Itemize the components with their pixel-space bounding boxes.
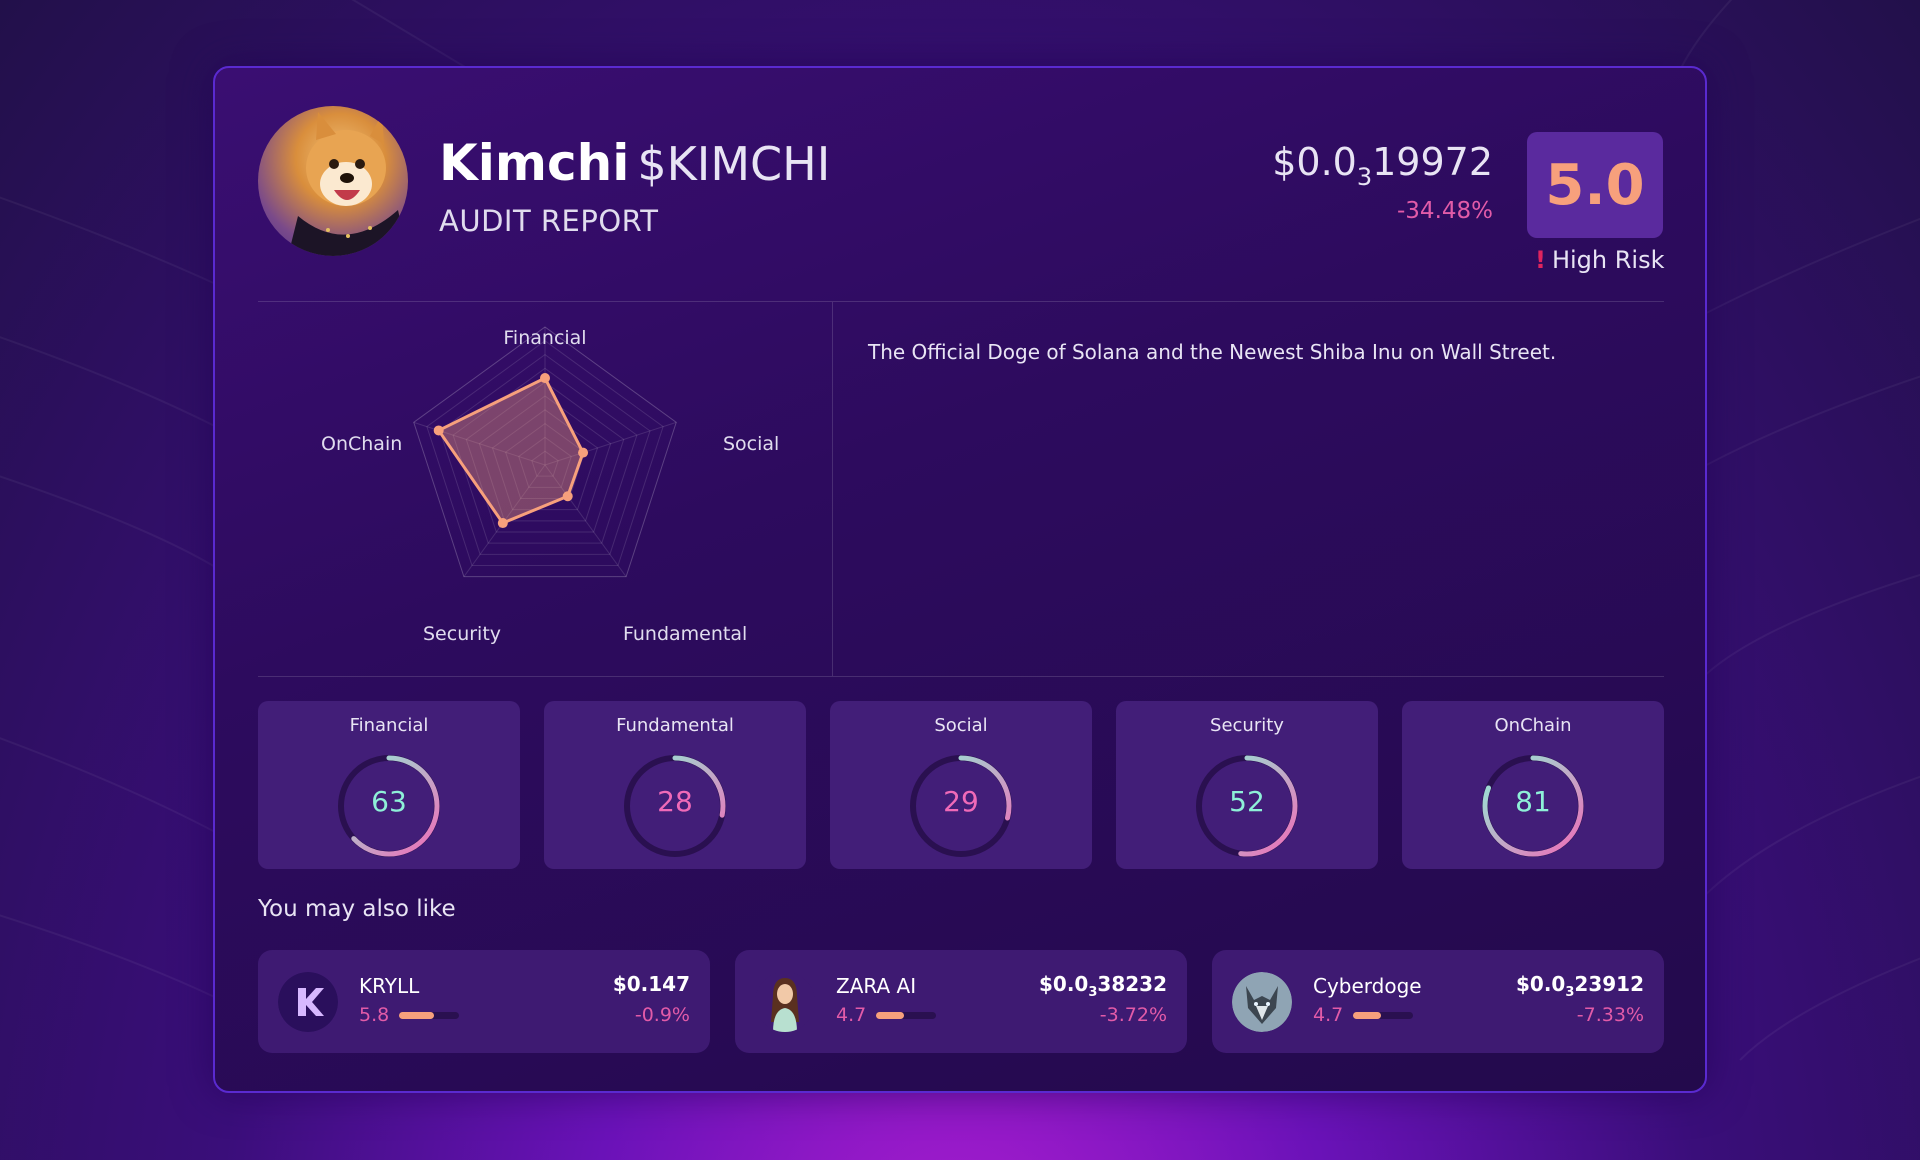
radar-point-onchain — [433, 425, 444, 436]
ring-progress — [1196, 755, 1298, 857]
score-card-onchain: OnChain 81 — [1402, 701, 1664, 869]
also-like-title: You may also like — [258, 896, 456, 922]
overall-score: 5.0 — [1527, 132, 1663, 238]
warning-icon: ! — [1535, 246, 1546, 274]
radar-ring — [452, 367, 638, 544]
radar-ring — [413, 326, 677, 578]
ring-progress — [338, 755, 440, 857]
rating-bar-fill — [876, 1012, 905, 1019]
audit-report-card: Kimchi $KIMCHI AUDIT REPORT $0.0319972 -3… — [213, 66, 1707, 1093]
token-avatar — [258, 106, 408, 256]
risk-text: High Risk — [1551, 246, 1665, 274]
radar-label-fundamental: Fundamental — [623, 623, 747, 645]
radar-chart: Financial Social Fundamental Security OnChai… — [321, 326, 779, 645]
report-subtitle: AUDIT REPORT — [439, 204, 659, 238]
score-card-fundamental: Fundamental 28 — [544, 701, 806, 869]
token-change: -3.72% — [1099, 1004, 1167, 1026]
token-card-cyberdoge[interactable]: Cyberdoge 4.7 $0.0323912 -7.33% — [1212, 950, 1664, 1053]
token-price: $0.0323912 — [1516, 972, 1644, 1000]
score-card-social: Social 29 — [830, 701, 1092, 869]
radar-point-security — [497, 518, 508, 529]
token-rating: 4.7 — [1313, 1004, 1344, 1026]
wolf-avatar-icon — [1232, 972, 1292, 1032]
shiba-dog-icon — [288, 112, 408, 256]
radar-ring — [531, 450, 559, 477]
score-ring — [338, 755, 440, 857]
score-ring — [1482, 755, 1584, 857]
score-label: OnChain — [1494, 715, 1572, 736]
price-change: -34.48% — [1397, 198, 1493, 224]
ring-progress — [624, 755, 726, 857]
token-change: -0.9% — [634, 1004, 690, 1026]
radar-label-social: Social — [723, 433, 779, 455]
score-label: Fundamental — [616, 715, 734, 736]
token-title: Kimchi $KIMCHI — [439, 134, 830, 192]
score-card-security: Security 52 — [1116, 701, 1378, 869]
radar-ring — [505, 422, 585, 499]
radar-ring — [426, 340, 664, 566]
radar-label-financial: Financial — [503, 327, 586, 349]
token-card-kryll[interactable]: KRYLL 5.8 $0.147 -0.9% — [258, 950, 710, 1053]
score-ring — [624, 755, 726, 857]
radar-area — [437, 376, 585, 525]
radar-ring — [518, 436, 572, 488]
kryll-logo-icon — [278, 972, 338, 1032]
score-ring — [1196, 755, 1298, 857]
score-ring — [910, 755, 1012, 857]
score-value: 63 — [371, 785, 407, 818]
token-price: $0.147 — [612, 972, 690, 996]
rating-bar — [399, 1012, 459, 1019]
score-label: Financial — [349, 715, 429, 736]
ring-progress — [910, 755, 1012, 857]
token-rating: 4.7 — [836, 1004, 867, 1026]
token-price: $0.0338232 — [1039, 972, 1167, 1000]
risk-label: ! High Risk — [1535, 246, 1665, 274]
radar-ring — [465, 381, 625, 533]
rating-bar — [876, 1012, 936, 1019]
token-symbol: $KIMCHI — [637, 137, 831, 191]
token-name: ZARA AI — [836, 974, 917, 998]
score-value: 29 — [943, 785, 979, 818]
score-card-financial: Financial 63 — [258, 701, 520, 869]
score-label: Security — [1210, 715, 1284, 736]
category-scores: Financial 63 Fundamental 28 Social 29 Security… — [258, 701, 1664, 869]
divider — [258, 301, 1664, 302]
score-value: 52 — [1229, 785, 1265, 818]
radar-label-onchain: OnChain — [321, 433, 402, 455]
radar-point-financial — [540, 373, 550, 384]
radar-ring — [491, 409, 599, 511]
radar-label-security: Security — [423, 623, 501, 645]
recommended-tokens: KRYLL 5.8 $0.147 -0.9% ZARA AI 4.7 $0.0338232 -… — [258, 950, 1664, 1053]
zara-avatar-icon — [755, 972, 815, 1032]
token-description: The Official Doge of Solana and the Newe… — [868, 340, 1557, 364]
radar-ring — [439, 353, 651, 555]
token-name: KRYLL — [359, 974, 420, 998]
token-name: Kimchi — [439, 134, 630, 192]
rating-bar-fill — [399, 1012, 434, 1019]
divider — [258, 676, 1664, 677]
token-card-zara-ai[interactable]: ZARA AI 4.7 $0.0338232 -3.72% — [735, 950, 1187, 1053]
rating-bar — [1353, 1012, 1413, 1019]
score-value: 28 — [657, 785, 693, 818]
radar-ring — [478, 395, 612, 522]
radar-spoke — [544, 464, 627, 577]
ring-progress — [1482, 755, 1584, 857]
radar-spoke — [544, 421, 677, 466]
score-label: Social — [934, 715, 988, 736]
radar-point-fundamental — [562, 491, 573, 502]
radar-point-social — [578, 447, 589, 458]
token-change: -7.33% — [1576, 1004, 1644, 1026]
token-rating: 5.8 — [359, 1004, 390, 1026]
divider — [832, 302, 833, 676]
token-price: $0.0319972 — [1272, 140, 1493, 191]
score-value: 81 — [1515, 785, 1551, 818]
rating-bar-fill — [1353, 1012, 1382, 1019]
token-name: Cyberdoge — [1313, 974, 1422, 998]
